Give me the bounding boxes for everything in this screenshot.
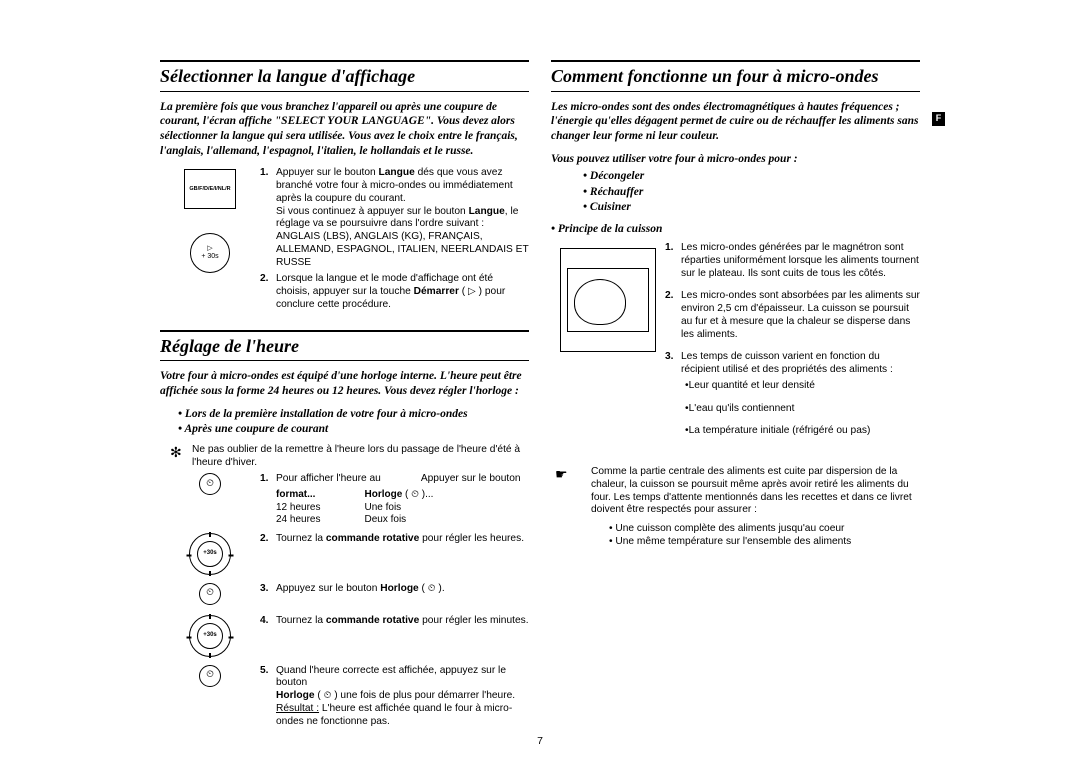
list-item: 2.Les micro-ondes sont absorbées par les… <box>665 290 920 341</box>
note-outcomes: Une cuisson complète des aliments jusqu'… <box>609 523 920 549</box>
properties-list: Leur quantité et leur densité L'eau qu'i… <box>685 380 920 438</box>
language-icons: GB/F/D/E/I/NL/R ▷ + 30s <box>160 167 260 273</box>
text: Tournez la <box>276 533 326 544</box>
text: Si vous continuez à appuyer sur le bouto… <box>276 206 469 217</box>
text: ( <box>419 583 428 594</box>
text: Appuyer sur le bouton <box>421 473 521 486</box>
text: Comme la partie centrale des aliments es… <box>591 466 920 517</box>
list-item: 1. Appuyer sur le bouton Langue dés que … <box>260 167 529 269</box>
clock-button-icon: ⏲ <box>199 665 221 687</box>
dial-icon: +30s <box>189 615 231 657</box>
text: Horloge <box>364 489 402 500</box>
text: Horloge <box>276 690 315 701</box>
intro-time: Votre four à micro-ondes est équipé d'un… <box>160 369 529 399</box>
text: Réchauffer <box>590 186 643 198</box>
list-item: La température initiale (réfrigéré ou pa… <box>685 425 920 438</box>
intro-how: Les micro-ondes sont des ondes électroma… <box>551 100 920 145</box>
text: Lors de la première installation de votr… <box>185 408 468 420</box>
text: Résultat : <box>276 703 319 714</box>
principle-head: Principe de la cuisson <box>551 222 920 236</box>
intro-language: La première fois que vous branchez l'app… <box>160 100 529 160</box>
uses-list: • Décongeler • Réchauffer • Cuisiner <box>569 169 920 216</box>
text: ANGLAIS (LBS), ANGLAIS (KG), FRANÇAIS, A… <box>276 231 529 268</box>
language-step-list: 1. Appuyer sur le bouton Langue dés que … <box>260 167 529 311</box>
text: format... <box>276 489 315 500</box>
start-tri-inline-icon: ▷ <box>468 286 476 297</box>
start-label: + 30s <box>201 253 218 262</box>
text: pour régler les minutes. <box>419 615 528 626</box>
text: Après une coupure de courant <box>184 423 328 435</box>
start-tri-icon: ▷ <box>207 245 212 254</box>
text: Cuisiner <box>590 201 631 213</box>
list-item: 3. Les temps de cuisson varient en fonct… <box>665 351 920 448</box>
text: Langue <box>379 167 415 178</box>
text: Tournez la <box>276 615 326 626</box>
text: Démarrer <box>414 286 459 297</box>
uses-head: Vous pouvez utiliser votre four à micro-… <box>551 152 920 167</box>
list-item: Une même température sur l'ensemble des … <box>609 536 920 549</box>
text: Langue <box>469 206 505 217</box>
text: Horloge <box>380 583 419 594</box>
text: ( <box>315 690 324 701</box>
text: ) une fois de plus pour démarrer l'heure… <box>331 690 515 701</box>
text: commande rotative <box>326 533 419 544</box>
principle-block: 1.Les micro-ondes générées par le magnét… <box>551 242 920 458</box>
clock-button-icon: ⏲ <box>199 473 221 495</box>
text: Les micro-ondes générées par le magnétro… <box>681 242 920 280</box>
text: Décongeler <box>590 170 644 182</box>
list-item: 2. Lorsque la langue et le mode d'affich… <box>260 273 529 311</box>
microwave-illustration <box>560 248 656 352</box>
text: ( <box>402 489 411 500</box>
pointer-icon: ☛ <box>551 466 591 549</box>
text: Les micro-ondes sont absorbées par les a… <box>681 290 920 341</box>
time-note: ✻ Ne pas oublier de la remettre à l'heur… <box>160 444 529 470</box>
text: Appuyer sur le bouton <box>276 167 379 178</box>
side-tab: F <box>932 112 945 126</box>
section-title-language: Sélectionner la langue d'affichage <box>160 60 529 92</box>
text: ( <box>459 286 468 297</box>
text: Une fois <box>364 502 401 513</box>
note-text: Ne pas oublier de la remettre à l'heure … <box>192 444 529 470</box>
cooking-note: ☛ Comme la partie centrale des aliments … <box>551 466 920 549</box>
start-button-icon: ▷ + 30s <box>190 233 230 273</box>
text: commande rotative <box>326 615 419 626</box>
dial-icon: +30s <box>189 533 231 575</box>
language-steps-row: GB/F/D/E/I/NL/R ▷ + 30s 1. Appuyer sur l… <box>160 167 529 315</box>
note-icon: ✻ <box>160 444 192 470</box>
time-bullets: • Lors de la première installation de vo… <box>178 407 529 438</box>
text: Appuyez sur le bouton <box>276 583 380 594</box>
text: 24 heures <box>276 514 320 525</box>
text: ). <box>436 583 445 594</box>
text: Les temps de cuisson varient en fonction… <box>681 351 893 375</box>
left-column: Sélectionner la langue d'affichage La pr… <box>160 60 529 734</box>
list-item: L'eau qu'ils contiennent <box>685 403 920 416</box>
page-number: 7 <box>537 735 543 748</box>
section-title-how: Comment fonctionne un four à micro-ondes <box>551 60 920 92</box>
language-button-icon: GB/F/D/E/I/NL/R <box>184 169 236 209</box>
text: Pour afficher l'heure au <box>276 473 381 486</box>
list-item: Leur quantité et leur densité <box>685 380 920 393</box>
list-item: Une cuisson complète des aliments jusqu'… <box>609 523 920 536</box>
text: Deux fois <box>364 514 406 525</box>
section-title-time: Réglage de l'heure <box>160 330 529 362</box>
text: 12 heures <box>276 502 320 513</box>
right-column: Comment fonctionne un four à micro-ondes… <box>551 60 920 734</box>
page-content: Sélectionner la langue d'affichage La pr… <box>160 60 920 734</box>
text: )... <box>419 489 433 500</box>
text: pour régler les heures. <box>419 533 524 544</box>
text: Quand l'heure correcte est affichée, app… <box>276 665 506 689</box>
time-steps: ⏲ 1. Pour afficher l'heure au Appuyer su… <box>160 473 529 728</box>
format-table: format... 12 heures 24 heures Horloge ( … <box>276 489 529 527</box>
clock-button-icon: ⏲ <box>199 583 221 605</box>
list-item: 1.Les micro-ondes générées par le magnét… <box>665 242 920 280</box>
principle-list: 1.Les micro-ondes générées par le magnét… <box>665 242 920 458</box>
